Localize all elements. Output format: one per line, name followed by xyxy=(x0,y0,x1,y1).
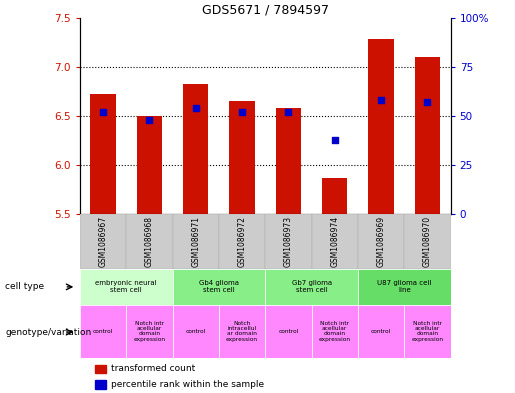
Bar xyxy=(358,214,404,269)
Bar xyxy=(219,305,265,358)
Bar xyxy=(95,380,106,389)
Text: GSM1086974: GSM1086974 xyxy=(330,216,339,267)
Text: Notch intr
acellular
domain
expression: Notch intr acellular domain expression xyxy=(133,321,165,342)
Text: GSM1086970: GSM1086970 xyxy=(423,216,432,267)
Bar xyxy=(265,305,312,358)
Text: control: control xyxy=(185,329,206,334)
Bar xyxy=(136,116,162,214)
Text: genotype/variation: genotype/variation xyxy=(5,328,91,336)
Bar xyxy=(126,305,173,358)
Bar xyxy=(173,305,219,358)
Point xyxy=(284,109,293,115)
Text: U87 glioma cell
line: U87 glioma cell line xyxy=(377,280,432,294)
Text: cell type: cell type xyxy=(5,283,44,291)
Text: GSM1086972: GSM1086972 xyxy=(237,216,247,267)
Text: GSM1086968: GSM1086968 xyxy=(145,216,154,267)
Text: percentile rank within the sample: percentile rank within the sample xyxy=(111,380,265,389)
Bar xyxy=(312,305,358,358)
Point xyxy=(377,97,385,103)
Bar xyxy=(358,269,451,305)
Text: Notch intr
acellular
domain
expression: Notch intr acellular domain expression xyxy=(411,321,443,342)
Text: GSM1086969: GSM1086969 xyxy=(376,216,386,267)
Text: GSM1086973: GSM1086973 xyxy=(284,216,293,267)
Text: GSM1086967: GSM1086967 xyxy=(98,216,108,267)
Bar xyxy=(219,214,265,269)
Bar xyxy=(265,269,358,305)
Point xyxy=(145,117,153,123)
Title: GDS5671 / 7894597: GDS5671 / 7894597 xyxy=(202,4,329,17)
Text: control: control xyxy=(371,329,391,334)
Point xyxy=(99,109,107,115)
Bar xyxy=(368,39,394,214)
Bar xyxy=(95,365,106,373)
Point xyxy=(238,109,246,115)
Text: Gb4 glioma
stem cell: Gb4 glioma stem cell xyxy=(199,280,239,294)
Bar xyxy=(183,83,209,214)
Text: transformed count: transformed count xyxy=(111,364,196,373)
Point xyxy=(423,99,432,105)
Bar xyxy=(404,305,451,358)
Text: control: control xyxy=(278,329,299,334)
Bar xyxy=(173,214,219,269)
Bar xyxy=(265,214,312,269)
Text: Gb7 glioma
stem cell: Gb7 glioma stem cell xyxy=(291,280,332,294)
Bar xyxy=(80,269,173,305)
Bar xyxy=(358,305,404,358)
Bar xyxy=(312,214,358,269)
Bar xyxy=(173,269,265,305)
Text: Notch
intracellul
ar domain
expression: Notch intracellul ar domain expression xyxy=(226,321,258,342)
Bar xyxy=(80,305,126,358)
Bar xyxy=(276,108,301,214)
Point xyxy=(192,105,200,111)
Text: GSM1086971: GSM1086971 xyxy=(191,216,200,267)
Point xyxy=(331,136,339,143)
Text: Notch intr
acellular
domain
expression: Notch intr acellular domain expression xyxy=(319,321,351,342)
Bar xyxy=(322,178,348,214)
Bar xyxy=(90,94,116,214)
Bar xyxy=(80,214,126,269)
Text: control: control xyxy=(93,329,113,334)
Bar xyxy=(126,214,173,269)
Bar xyxy=(415,57,440,214)
Text: embryonic neural
stem cell: embryonic neural stem cell xyxy=(95,280,157,294)
Bar xyxy=(404,214,451,269)
Bar xyxy=(229,101,255,214)
